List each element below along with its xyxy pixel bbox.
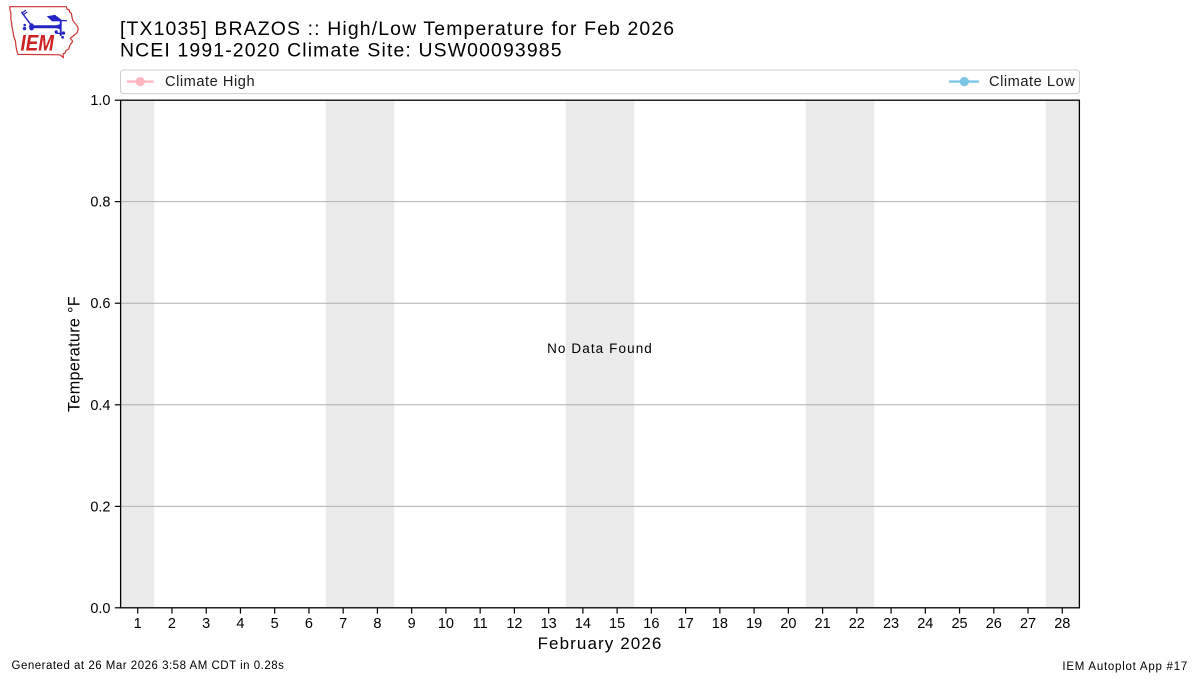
svg-text:IEM: IEM — [21, 30, 55, 55]
svg-text:1: 1 — [134, 616, 142, 632]
svg-text:28: 28 — [1054, 616, 1070, 632]
svg-text:7: 7 — [339, 616, 347, 632]
svg-text:2: 2 — [168, 616, 176, 632]
svg-text:1.0: 1.0 — [90, 93, 110, 109]
svg-text:18: 18 — [712, 616, 728, 632]
svg-text:19: 19 — [746, 616, 762, 632]
svg-text:10: 10 — [438, 616, 454, 632]
svg-text:13: 13 — [541, 616, 557, 632]
svg-text:21: 21 — [815, 616, 831, 632]
svg-text:24: 24 — [917, 616, 933, 632]
svg-text:20: 20 — [780, 616, 796, 632]
svg-text:4: 4 — [236, 616, 244, 632]
svg-text:22: 22 — [849, 616, 865, 632]
svg-text:Climate Low: Climate Low — [989, 74, 1075, 90]
svg-text:0.6: 0.6 — [90, 296, 110, 312]
svg-text:Climate High: Climate High — [165, 74, 255, 90]
svg-text:Generated at 26 Mar 2026 3:58: Generated at 26 Mar 2026 3:58 AM CDT in … — [12, 660, 285, 672]
svg-text:17: 17 — [678, 616, 694, 632]
svg-text:27: 27 — [1020, 616, 1036, 632]
svg-text:0.0: 0.0 — [90, 601, 110, 617]
svg-text:[TX1035] BRAZOS :: High/Low Te: [TX1035] BRAZOS :: High/Low Temperature … — [120, 18, 675, 40]
svg-text:14: 14 — [575, 616, 591, 632]
svg-text:February 2026: February 2026 — [538, 634, 663, 653]
svg-text:Temperature °F: Temperature °F — [66, 296, 84, 412]
svg-text:0.4: 0.4 — [90, 398, 110, 414]
svg-text:8: 8 — [373, 616, 381, 632]
svg-text:5: 5 — [271, 616, 279, 632]
svg-text:0.8: 0.8 — [90, 195, 110, 211]
svg-text:16: 16 — [643, 616, 659, 632]
svg-text:No Data Found: No Data Found — [547, 341, 653, 356]
svg-text:12: 12 — [506, 616, 522, 632]
svg-text:NCEI 1991-2020 Climate Site: U: NCEI 1991-2020 Climate Site: USW00093985 — [120, 40, 563, 62]
svg-text:25: 25 — [951, 616, 967, 632]
svg-text:3: 3 — [202, 616, 210, 632]
svg-text:11: 11 — [473, 616, 488, 632]
svg-text:IEM Autoplot App #17: IEM Autoplot App #17 — [1062, 661, 1188, 673]
svg-text:0.2: 0.2 — [90, 499, 110, 515]
svg-text:9: 9 — [408, 616, 416, 632]
svg-text:6: 6 — [305, 616, 313, 632]
svg-text:15: 15 — [609, 616, 625, 632]
svg-text:23: 23 — [883, 616, 899, 632]
svg-text:26: 26 — [986, 616, 1002, 632]
